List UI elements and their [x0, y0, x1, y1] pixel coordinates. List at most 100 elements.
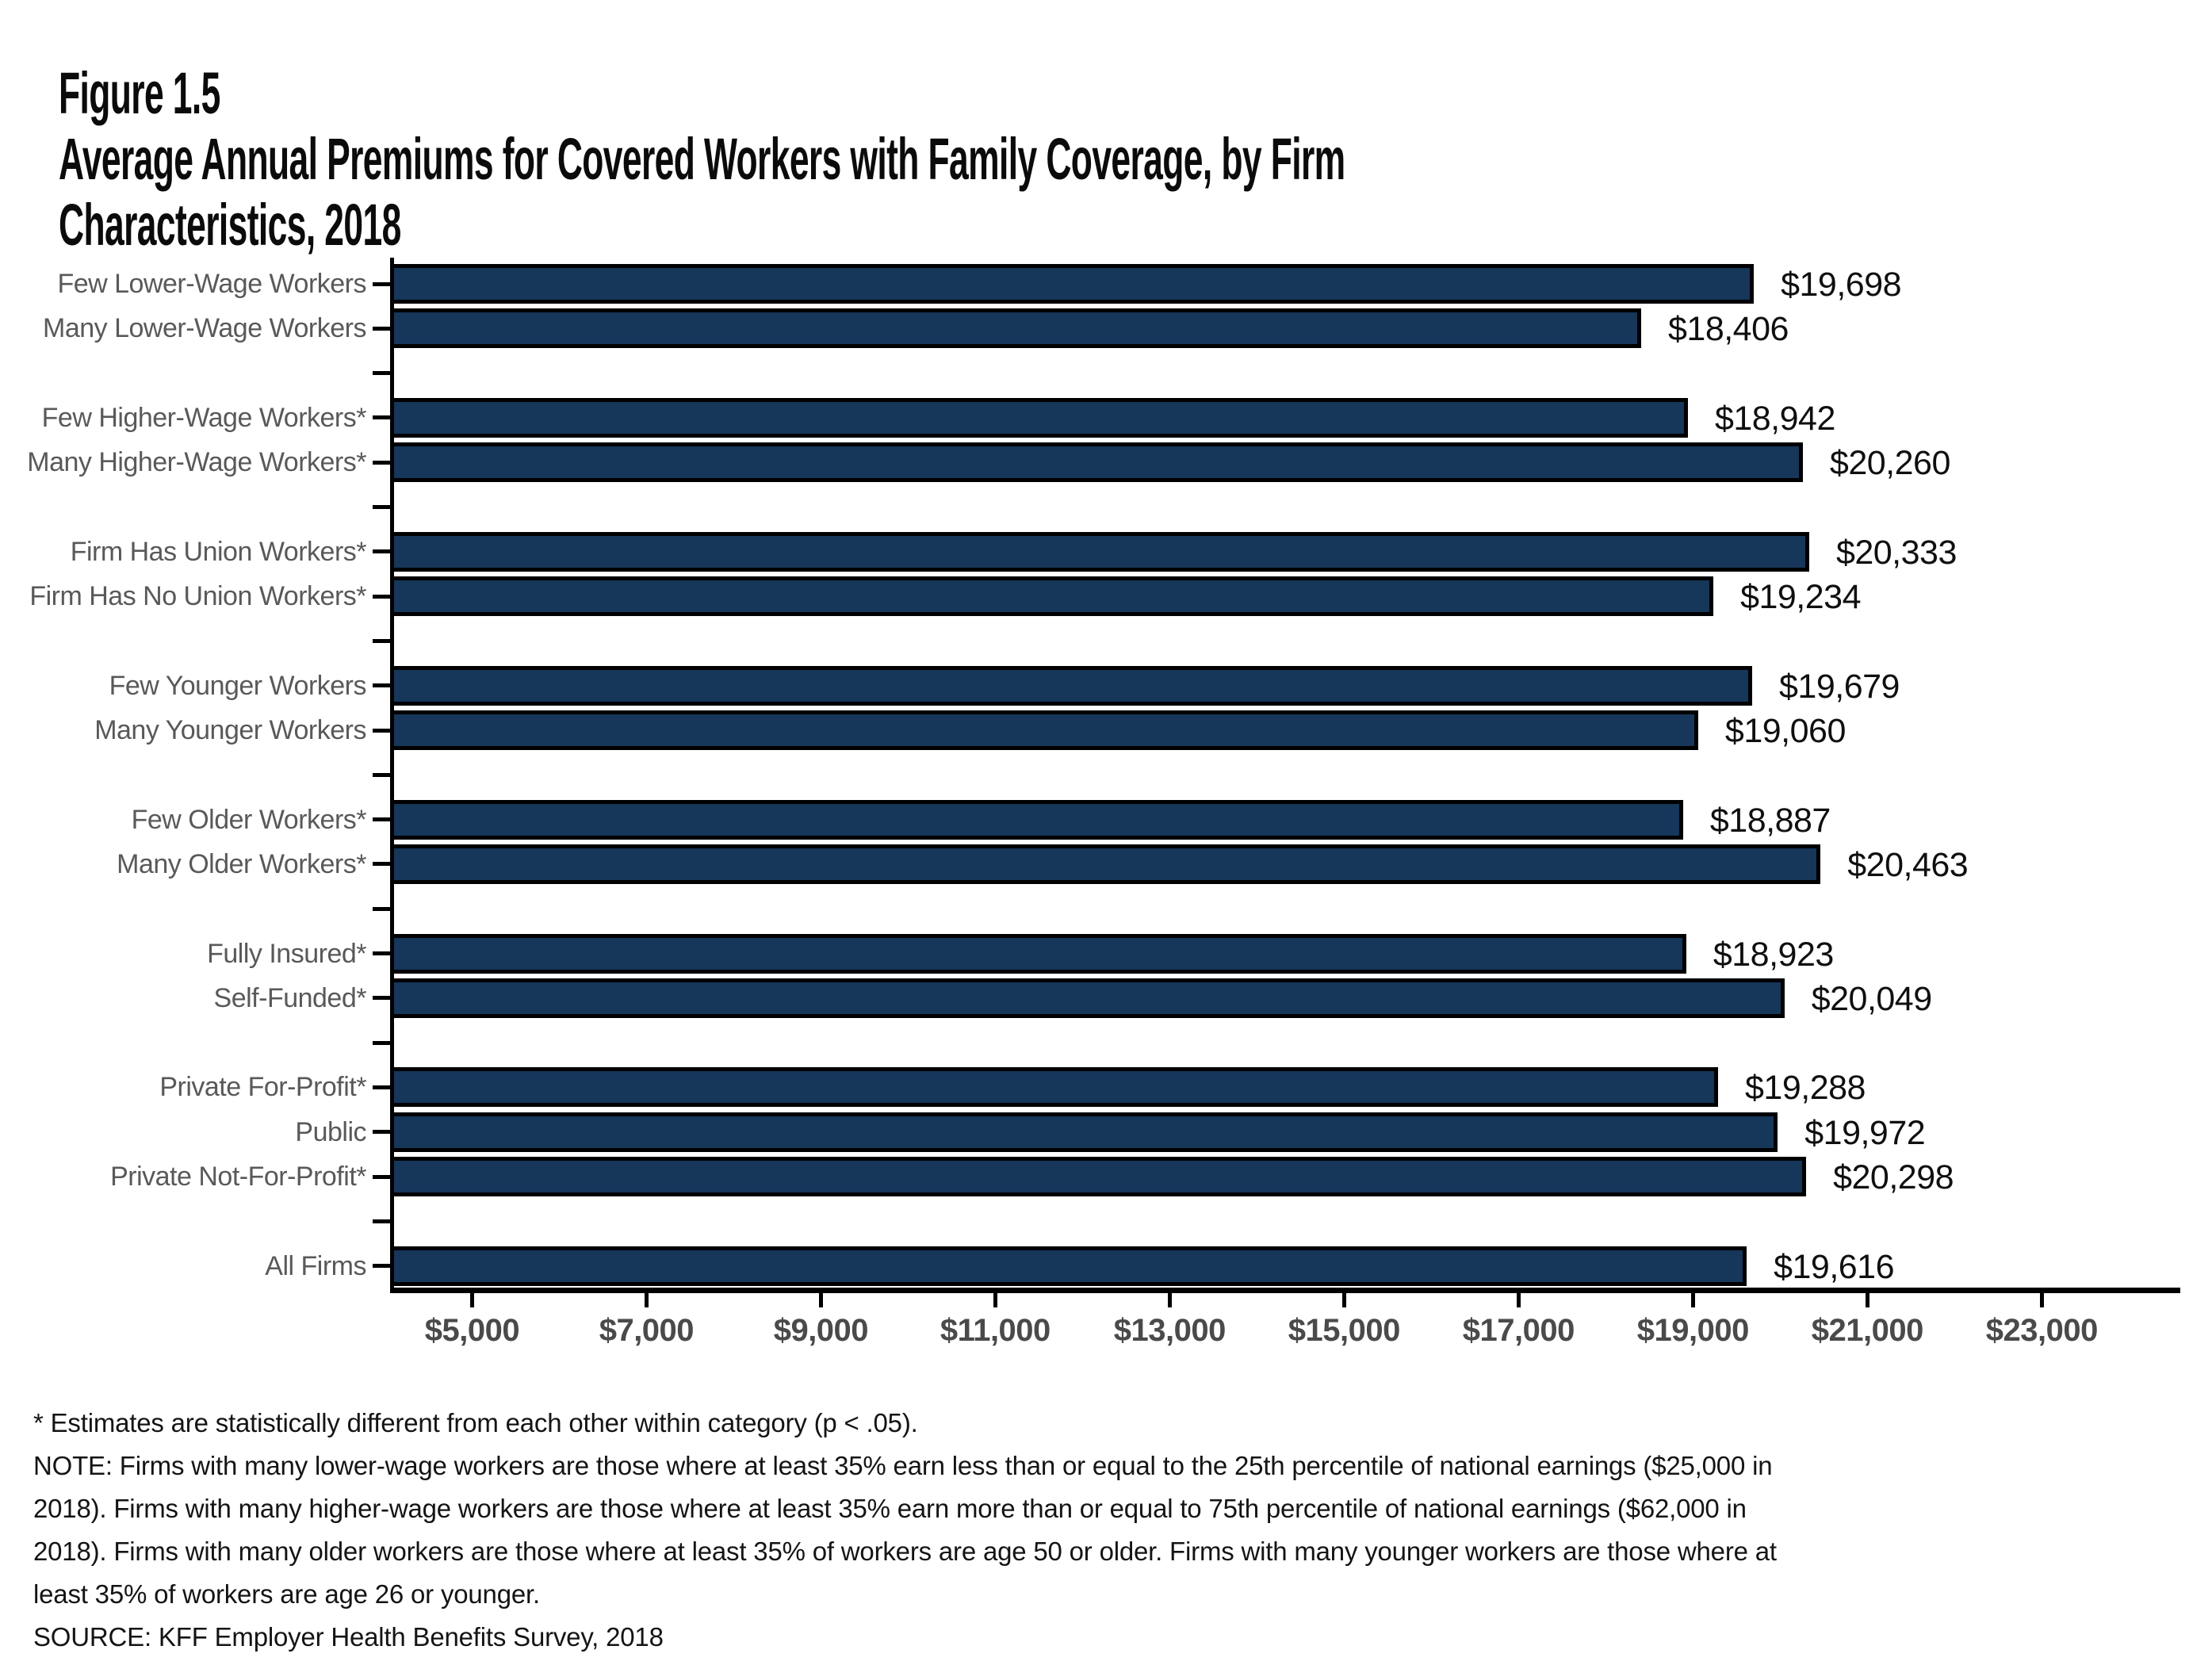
x-axis-tick-label: $17,000: [1462, 1313, 1575, 1348]
figure-number: Figure 1.5: [59, 60, 220, 126]
bar-value-label: $18,942: [1714, 399, 1835, 438]
figure-title-line-1: Average Annual Premiums for Covered Work…: [59, 126, 1345, 192]
x-axis-tick-label: $21,000: [1811, 1313, 1924, 1348]
bar-value-label: $20,463: [1847, 845, 1969, 884]
y-axis-tick: [373, 281, 390, 286]
category-label: Many Younger Workers: [94, 715, 366, 745]
category-label: Many Higher-Wage Workers*: [27, 447, 366, 478]
y-axis-tick: [373, 1040, 390, 1045]
x-axis-tick-label: $7,000: [599, 1313, 695, 1348]
y-axis-tick: [373, 371, 390, 376]
category-label: Few Higher-Wage Workers*: [41, 402, 367, 433]
y-axis-tick: [373, 638, 390, 643]
bar: [390, 308, 1641, 349]
bar-row: $20,333: [390, 531, 2196, 572]
x-axis-tick-label: $9,000: [773, 1313, 869, 1348]
bar: [390, 397, 1688, 438]
x-axis-tick: [1168, 1293, 1173, 1307]
y-axis-tick: [373, 1130, 390, 1135]
note-line-1: NOTE: Firms with many lower-wage workers…: [33, 1451, 1773, 1480]
x-axis-tick-label: $15,000: [1288, 1313, 1401, 1348]
bar: [390, 1157, 1807, 1196]
x-axis-tick-label: $13,000: [1113, 1313, 1227, 1348]
bar-value-label: $18,406: [1667, 310, 1789, 349]
plot-area: $19,698 $18,406 $18,942 $20,260 $20,333 $19,2…: [373, 258, 2196, 1348]
y-axis-tick: [373, 594, 390, 599]
y-axis-tick: [373, 772, 390, 777]
bar-value-label: $18,923: [1713, 935, 1834, 974]
y-axis-tick: [373, 817, 390, 822]
category-label: Fully Insured*: [207, 938, 366, 969]
bar-row: $19,616: [390, 1246, 2196, 1286]
bar-row: $20,049: [390, 978, 2196, 1018]
bar-row: $19,288: [390, 1067, 2196, 1108]
note-line-4: least 35% of workers are age 26 or young…: [33, 1579, 540, 1609]
bar: [390, 1246, 1747, 1286]
bar-row: $20,463: [390, 844, 2196, 884]
footnotes: * Estimates are statistically different …: [33, 1402, 2190, 1659]
bar-value-label: $19,060: [1724, 712, 1846, 750]
bar-row: $18,923: [390, 933, 2196, 974]
bar-row: $19,972: [390, 1112, 2196, 1152]
bar-row: $19,679: [390, 665, 2196, 706]
x-axis-tick-label: $19,000: [1636, 1313, 1750, 1348]
category-label: Firm Has Union Workers*: [70, 536, 367, 567]
figure-title-line-2: Characteristics, 2018: [59, 192, 401, 258]
category-label: Few Younger Workers: [109, 670, 367, 701]
bar: [390, 1067, 1718, 1108]
bar-value-label: $19,288: [1745, 1069, 1866, 1108]
bar-row: $20,298: [390, 1157, 2196, 1196]
bar-value-label: $19,234: [1740, 578, 1861, 617]
y-axis-tick: [373, 906, 390, 911]
bar-row: $19,698: [390, 264, 2196, 304]
y-axis-tick: [373, 1174, 390, 1179]
bar: [390, 531, 1809, 572]
bar-value-label: $20,049: [1811, 979, 1932, 1018]
x-axis-tick: [1342, 1293, 1347, 1307]
bar-row: $19,060: [390, 710, 2196, 750]
y-axis-tick: [373, 460, 390, 465]
y-axis-tick: [373, 728, 390, 733]
y-axis-tick: [373, 862, 390, 867]
bar-row: $19,234: [390, 576, 2196, 617]
y-axis-tick: [373, 505, 390, 509]
bar: [390, 665, 1752, 706]
y-axis-tick: [373, 326, 390, 331]
x-axis-tick: [1691, 1293, 1696, 1307]
category-label: Self-Funded*: [213, 982, 367, 1013]
x-axis-tick: [819, 1293, 824, 1307]
x-axis-tick: [470, 1293, 475, 1307]
category-label: Many Lower-Wage Workers: [43, 313, 366, 344]
category-label: Few Lower-Wage Workers: [57, 269, 366, 299]
category-label: Private Not-For-Profit*: [110, 1162, 366, 1192]
category-label: Few Older Workers*: [131, 804, 367, 835]
x-axis-tick: [1866, 1293, 1870, 1307]
bar: [390, 844, 1821, 884]
bar-value-label: $20,333: [1835, 533, 1957, 572]
asterisk-note: * Estimates are statistically different …: [33, 1408, 918, 1437]
bar-value-label: $19,972: [1804, 1113, 1926, 1152]
category-label: Private For-Profit*: [159, 1072, 366, 1103]
bar: [390, 978, 1785, 1018]
x-axis-line: [390, 1288, 2180, 1293]
y-axis-tick: [373, 1219, 390, 1223]
bar-value-label: $20,260: [1829, 444, 1950, 483]
bar-value-label: $18,887: [1709, 801, 1831, 840]
x-axis-tick: [2040, 1293, 2045, 1307]
category-axis-labels: Few Lower-Wage Workers Many Lower-Wage Wo…: [0, 258, 366, 1291]
y-axis-tick: [373, 996, 390, 1001]
y-axis-tick: [373, 415, 390, 420]
x-axis-tick: [993, 1293, 998, 1307]
x-axis-tick: [645, 1293, 649, 1307]
source-line: SOURCE: KFF Employer Health Benefits Sur…: [33, 1622, 664, 1652]
bar-value-label: $20,298: [1833, 1158, 1954, 1196]
bar-row: $18,406: [390, 308, 2196, 349]
y-axis-tick: [373, 549, 390, 554]
note-line-2: 2018). Firms with many higher-wage worke…: [33, 1494, 1747, 1523]
y-axis-tick: [373, 951, 390, 955]
category-label: Many Older Workers*: [117, 848, 366, 879]
category-label: Public: [295, 1116, 366, 1147]
x-axis-tick-label: $5,000: [424, 1313, 520, 1348]
bar: [390, 576, 1714, 617]
